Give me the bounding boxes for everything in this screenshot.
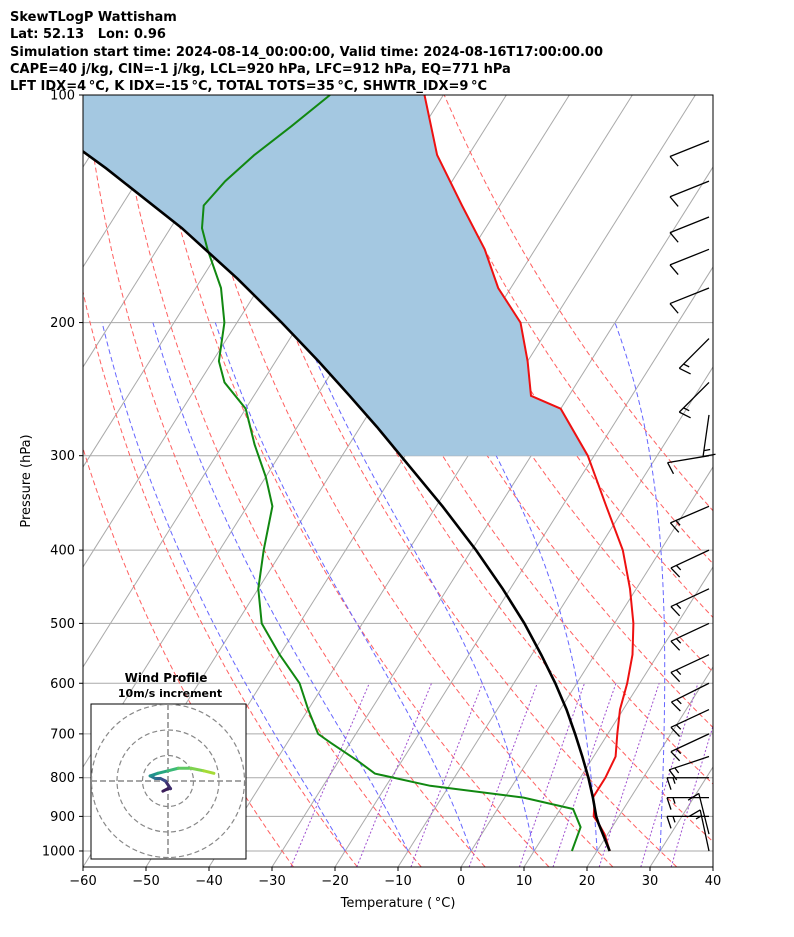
wind-barb — [670, 733, 710, 762]
mixing-ratio-line — [640, 683, 699, 867]
y-tick-label: 200 — [50, 316, 75, 331]
dry-adiabat-line — [182, 95, 614, 867]
dry-adiabat-line — [83, 289, 358, 867]
convective-parameters: CAPE=40 j/kg, CIN=-1 j/kg, LCL=920 hPa, … — [10, 61, 511, 77]
dry-adiabat-line — [215, 95, 678, 867]
mixing-ratio-line — [290, 683, 370, 867]
isotherm-line — [208, 95, 696, 867]
isotherm-line — [334, 266, 713, 867]
dry-adiabat-line — [313, 95, 713, 729]
x-tick-label: 10 — [516, 874, 533, 889]
moist-adiabat-line — [152, 322, 409, 852]
wind-barb — [669, 140, 710, 167]
mixing-ratio-line — [356, 683, 432, 867]
y-tick-label: 700 — [50, 727, 75, 742]
mixing-ratio-line — [552, 683, 617, 867]
moist-adiabat-line — [101, 322, 346, 852]
wind-barb — [669, 287, 710, 314]
moist-adiabat-line — [723, 323, 779, 851]
moist-adiabat-line — [614, 322, 666, 852]
isotherm-line — [460, 466, 713, 867]
dry-adiabat-line — [117, 95, 486, 867]
x-tick-label: −60 — [69, 874, 96, 889]
wind-barb — [670, 588, 710, 617]
x-tick-label: −10 — [384, 874, 411, 889]
moist-adiabat-line — [214, 322, 472, 852]
y-tick-label: 800 — [50, 771, 75, 786]
isotherm-line — [712, 866, 713, 867]
x-tick-label: −30 — [258, 874, 285, 889]
hodograph-segment — [156, 769, 170, 775]
dry-adiabat-line — [280, 95, 713, 785]
dry-adiabat-line — [150, 95, 550, 867]
x-tick-label: −50 — [132, 874, 159, 889]
hodograph-inset: Wind Profile 10m/s increment — [90, 671, 247, 860]
dry-adiabat-line — [443, 95, 713, 512]
hodograph-subtitle: 10m/s increment — [118, 687, 222, 700]
y-tick-label: 900 — [50, 810, 75, 825]
wind-barb — [666, 796, 709, 810]
hodograph-segment — [166, 766, 180, 773]
moist-adiabat-line — [426, 322, 598, 852]
isotherm-line — [523, 566, 713, 867]
dry-adiabat-line — [411, 95, 713, 565]
x-tick-label: 20 — [579, 874, 596, 889]
y-tick-label: 300 — [50, 449, 75, 464]
moist-adiabat-line — [299, 322, 535, 852]
isotherm-line — [0, 95, 2, 867]
wind-barb — [666, 777, 709, 790]
y-tick-label: 600 — [50, 677, 75, 692]
dewpoint-profile-line — [200, 95, 582, 852]
x-tick-label: 40 — [705, 874, 722, 889]
y-tick-label: 500 — [50, 617, 75, 632]
isotherm-line — [586, 666, 713, 867]
wind-barb — [669, 216, 710, 243]
x-tick-label: 0 — [457, 874, 465, 889]
wind-barb — [687, 792, 710, 835]
hodograph-segment — [163, 779, 173, 791]
x-tick-label: −40 — [195, 874, 222, 889]
wind-barb — [670, 654, 710, 683]
wind-barb — [666, 455, 710, 475]
wind-barb — [670, 549, 710, 578]
isotherm-line — [271, 166, 713, 867]
wind-barb — [678, 381, 710, 419]
stability-indices: LFT IDX=4 °C, K IDX=-15 °C, TOTAL TOTS=3… — [10, 79, 488, 95]
x-axis-label: Temperature ( °C) — [340, 896, 456, 911]
wind-barb — [669, 248, 710, 275]
wind-barb — [678, 338, 710, 375]
x-tick-label: 30 — [642, 874, 659, 889]
isotherm-line — [83, 95, 255, 368]
chart-title: SkewTLogP Wattisham — [10, 10, 177, 25]
wind-barb — [670, 682, 710, 712]
y-tick-label: 100 — [50, 89, 75, 104]
x-tick-label: −20 — [321, 874, 348, 889]
chart-header: SkewTLogP Wattisham Lat: 52.13 Lon: 0.96… — [10, 9, 603, 95]
mixing-ratio-line — [670, 724, 713, 867]
mixing-ratio-line — [468, 683, 538, 867]
hodograph-title: Wind Profile — [125, 671, 208, 685]
hodograph-segment — [202, 769, 216, 775]
station-coordinates: Lat: 52.13 Lon: 0.96 — [10, 27, 166, 43]
cape-shaded-area — [83, 95, 588, 456]
y-axis-label: Pressure (hPa) — [19, 434, 34, 527]
hodograph-segment — [189, 766, 206, 773]
wind-barb — [670, 622, 710, 651]
parcel-profile-line — [83, 149, 611, 852]
y-tick-label: 400 — [50, 544, 75, 559]
wind-barb — [668, 755, 710, 781]
dry-adiabat-line — [83, 446, 294, 867]
isotherm-line — [83, 95, 192, 268]
wind-barb — [670, 708, 710, 737]
wind-barb — [669, 505, 710, 533]
simulation-time: Simulation start time: 2024-08-14_00:00:… — [10, 44, 603, 60]
y-tick-label: 1000 — [42, 844, 75, 859]
wind-barb — [669, 180, 710, 207]
wind-barb — [666, 815, 709, 829]
